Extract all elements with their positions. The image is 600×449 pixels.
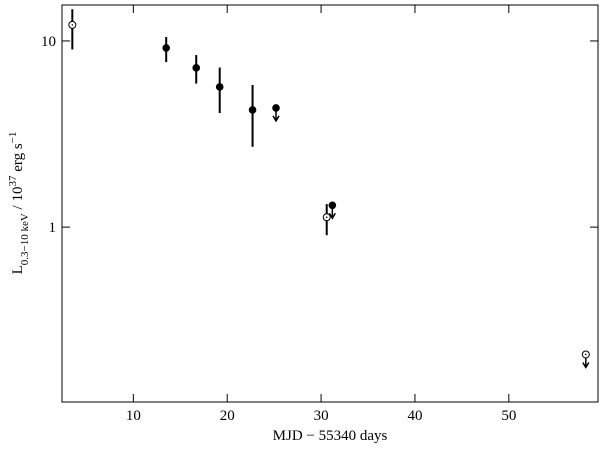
x-tick-label: 20 xyxy=(220,408,235,424)
x-axis-label: MJD − 55340 days xyxy=(273,428,388,444)
data-point-center xyxy=(71,24,74,26)
x-tick-label: 40 xyxy=(407,408,422,424)
y-axis-label-part: 0.3−10 keV xyxy=(19,213,31,265)
x-tick-label: 10 xyxy=(126,408,141,424)
y-axis-label-part: erg s xyxy=(10,143,26,175)
data-point xyxy=(328,201,337,210)
data-point xyxy=(215,83,224,91)
data-point-center xyxy=(584,353,587,356)
data-point-center xyxy=(325,216,328,219)
y-axis-label-part: −1 xyxy=(7,132,19,144)
plot-frame xyxy=(61,4,599,403)
data-point xyxy=(248,106,257,114)
x-tick-label: 50 xyxy=(501,408,516,424)
data-point xyxy=(272,104,280,112)
y-axis-label-part: / 10 xyxy=(10,187,26,214)
y-axis-label-part: L xyxy=(10,265,26,274)
x-tick-label: 30 xyxy=(314,408,329,424)
y-tick-label: 10 xyxy=(41,34,56,50)
y-axis-label-part: 37 xyxy=(7,175,19,187)
data-point xyxy=(192,64,201,72)
y-tick-label: 1 xyxy=(49,220,57,236)
data-point xyxy=(162,44,170,52)
y-axis-label: L0.3−10 keV / 1037 erg s−1 xyxy=(7,132,31,275)
